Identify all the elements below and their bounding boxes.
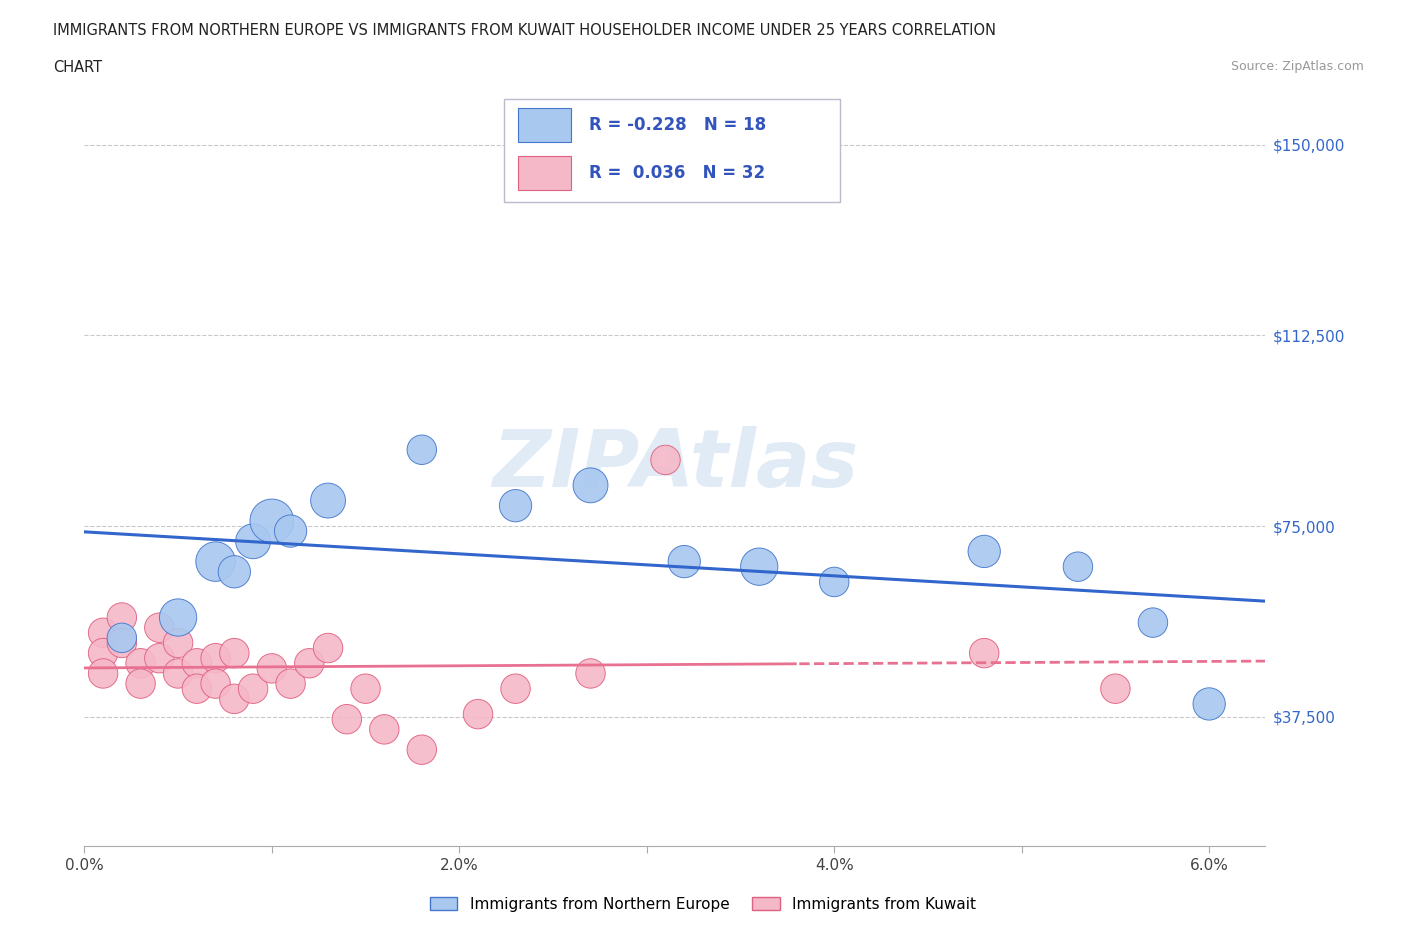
Point <box>673 554 696 569</box>
Point <box>91 645 114 660</box>
Legend: Immigrants from Northern Europe, Immigrants from Kuwait: Immigrants from Northern Europe, Immigra… <box>423 890 983 918</box>
Point <box>111 635 134 650</box>
Point <box>748 559 770 574</box>
Point <box>148 651 170 666</box>
Point <box>298 656 321 671</box>
Point <box>316 641 339 656</box>
Point <box>129 676 152 691</box>
Point <box>167 610 190 625</box>
Point <box>1198 697 1220 711</box>
Text: Source: ZipAtlas.com: Source: ZipAtlas.com <box>1230 60 1364 73</box>
Point <box>111 610 134 625</box>
Point <box>467 707 489 722</box>
Point <box>224 645 246 660</box>
Point <box>280 676 302 691</box>
Point <box>1104 682 1126 697</box>
Text: ZIPAtlas: ZIPAtlas <box>492 426 858 504</box>
Point <box>1067 559 1090 574</box>
Point <box>204 554 226 569</box>
Point <box>336 711 359 726</box>
Point <box>505 682 527 697</box>
Point <box>242 534 264 549</box>
Point <box>242 682 264 697</box>
Point <box>224 565 246 579</box>
Point <box>148 620 170 635</box>
FancyBboxPatch shape <box>517 155 571 190</box>
Text: R = -0.228   N = 18: R = -0.228 N = 18 <box>589 116 766 134</box>
Point <box>167 635 190 650</box>
Point <box>204 676 226 691</box>
Point <box>280 524 302 538</box>
Point <box>111 631 134 645</box>
FancyBboxPatch shape <box>517 108 571 142</box>
Point <box>91 666 114 681</box>
Point <box>411 443 433 458</box>
Point <box>354 682 377 697</box>
Point <box>91 625 114 640</box>
Text: R =  0.036   N = 32: R = 0.036 N = 32 <box>589 164 765 181</box>
FancyBboxPatch shape <box>503 99 841 202</box>
Point <box>260 513 283 528</box>
Point <box>823 575 845 590</box>
Text: IMMIGRANTS FROM NORTHERN EUROPE VS IMMIGRANTS FROM KUWAIT HOUSEHOLDER INCOME UND: IMMIGRANTS FROM NORTHERN EUROPE VS IMMIG… <box>53 23 997 38</box>
Point <box>316 493 339 508</box>
Text: CHART: CHART <box>53 60 103 75</box>
Point <box>411 742 433 757</box>
Point <box>1142 615 1164 630</box>
Point <box>973 544 995 559</box>
Point <box>505 498 527 513</box>
Point <box>167 666 190 681</box>
Point <box>579 666 602 681</box>
Point <box>224 691 246 706</box>
Point <box>204 651 226 666</box>
Point <box>260 661 283 676</box>
Point <box>973 645 995 660</box>
Point <box>186 682 208 697</box>
Point <box>129 656 152 671</box>
Point <box>373 722 395 737</box>
Point <box>186 656 208 671</box>
Point <box>579 478 602 493</box>
Point <box>654 453 676 468</box>
